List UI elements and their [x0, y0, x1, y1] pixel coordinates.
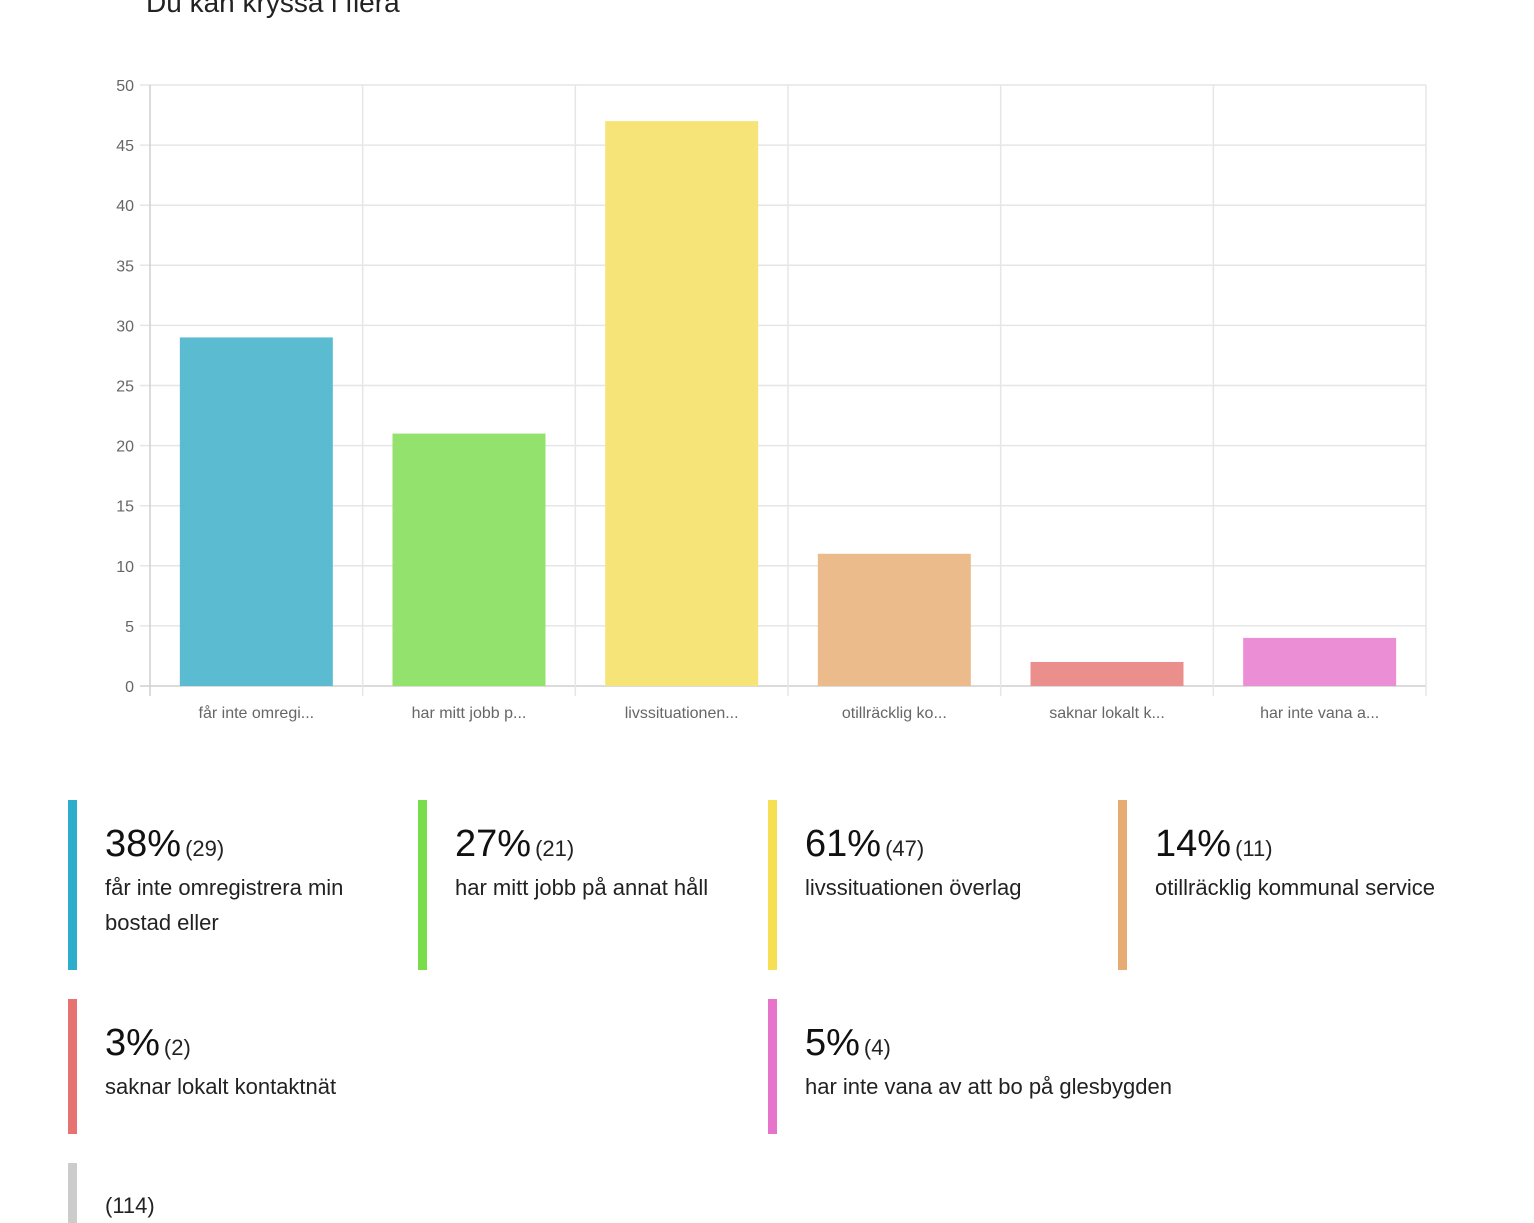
- y-tick-label: 25: [116, 379, 134, 396]
- bar-3: [817, 553, 971, 686]
- bar-1: [392, 433, 546, 686]
- x-tick-label: har inte vana a...: [1260, 705, 1379, 722]
- legend-item-2: 61% (47) livssituationen överlag: [768, 800, 1098, 970]
- bar-chart: 0 5 10 15 20 25 30 35 40 45 50 får inte omregi... ha…: [116, 78, 1427, 722]
- x-tick-label: saknar lokalt k...: [1049, 705, 1165, 722]
- legend-percent: 61%: [805, 823, 882, 865]
- y-tick-label: 45: [116, 138, 134, 155]
- bar-5: [1243, 637, 1397, 686]
- legend-count: (2): [163, 1035, 191, 1060]
- y-tick-label: 20: [116, 439, 134, 456]
- y-tick-label: 10: [116, 559, 134, 576]
- legend-percent: 27%: [455, 823, 532, 865]
- legend-count: (4): [863, 1035, 891, 1060]
- chart-subtitle: Du kan kryssa i flera: [146, 0, 400, 18]
- y-tick-label: 50: [116, 78, 134, 95]
- y-tick-label: 15: [116, 499, 134, 516]
- bar-4: [1030, 661, 1184, 686]
- legend-count: (11): [1235, 836, 1273, 861]
- legend-item-1: 27% (21) har mitt jobb på annat håll: [418, 800, 748, 970]
- y-tick-label: 0: [125, 679, 134, 696]
- x-tick-label: har mitt jobb p...: [412, 705, 527, 722]
- y-tick-label: 35: [116, 258, 134, 275]
- legend-item-4: 3% (2) saknar lokalt kontaktnät: [68, 999, 668, 1134]
- legend-label: har mitt jobb på annat håll: [455, 875, 709, 900]
- legend-count: (21): [535, 836, 575, 861]
- y-tick-label: 40: [116, 198, 134, 215]
- legend-label: får inte omregistrera min bostad eller: [105, 875, 344, 935]
- legend-percent: 3%: [105, 1022, 160, 1064]
- legend-percent: 5%: [805, 1022, 860, 1064]
- bar-2: [605, 121, 759, 686]
- legend-item-5: 5% (4) har inte vana av att bo på glesbyg…: [768, 999, 1368, 1134]
- bar-0: [179, 337, 333, 686]
- legend-item-3: 14% (11) otillräcklig kommunal service: [1118, 800, 1448, 970]
- x-tick-label: otillräcklig ko...: [842, 705, 947, 722]
- legend-percent: 14%: [1155, 823, 1232, 865]
- legend-count: (114): [105, 1193, 155, 1218]
- y-tick-label: 5: [125, 619, 134, 636]
- legend-label: har inte vana av att bo på glesbygden: [805, 1074, 1172, 1099]
- y-tick-label: 30: [116, 318, 134, 335]
- x-tick-label: livssituationen...: [625, 705, 739, 722]
- x-tick-label: får inte omregi...: [199, 704, 315, 722]
- legend-count: (29): [185, 836, 225, 861]
- legend-label: livssituationen överlag: [805, 875, 1022, 900]
- legend-item-6: (114): [68, 1163, 668, 1223]
- legend-label: saknar lokalt kontaktnät: [105, 1074, 337, 1099]
- legend-item-0: 38% (29) får inte omregistrera min bostad…: [68, 800, 398, 970]
- legend-percent: 38%: [105, 823, 182, 865]
- legend-count: (47): [885, 836, 925, 861]
- legend-label: otillräcklig kommunal service: [1155, 875, 1435, 900]
